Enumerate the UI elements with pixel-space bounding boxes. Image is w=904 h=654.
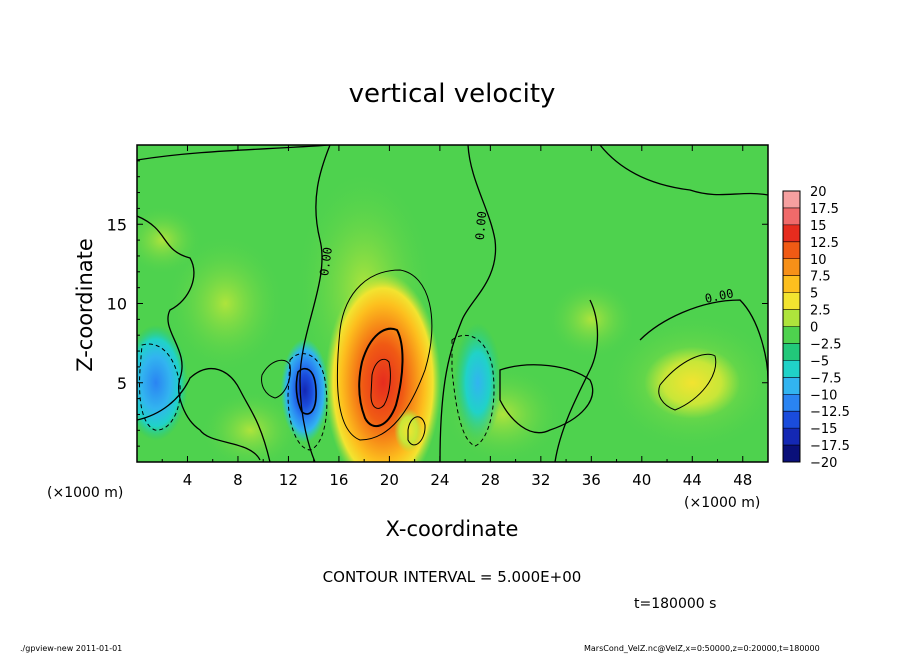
colorbar-label: −7.5 bbox=[810, 371, 842, 386]
contour-positive bbox=[370, 358, 391, 409]
contour-zero bbox=[554, 299, 599, 462]
colorbar-label: 15 bbox=[810, 219, 827, 234]
contour-zero bbox=[299, 145, 331, 462]
colorbar-swatch bbox=[783, 377, 800, 395]
contour-positive bbox=[336, 269, 433, 441]
contour-zero bbox=[499, 364, 594, 434]
y-axis: 5 10 15 bbox=[107, 160, 768, 447]
contour-label: 0.00 bbox=[704, 286, 735, 306]
colorbar-label: 2.5 bbox=[810, 304, 831, 319]
downdraft-region bbox=[137, 324, 188, 441]
colorbar-swatch bbox=[783, 275, 800, 294]
contour-zero bbox=[137, 368, 271, 462]
x-tick-label: 8 bbox=[233, 471, 243, 489]
x-tick-label: 16 bbox=[329, 471, 348, 489]
colorbar-label: −12.5 bbox=[810, 405, 850, 420]
colorbar-label: 10 bbox=[810, 253, 827, 268]
contour-lines: 0.00 0.00 0.00 bbox=[137, 145, 768, 462]
contour-positive bbox=[407, 416, 426, 446]
colorbar-swatch bbox=[783, 191, 800, 209]
x-axis-unit-right: (×1000 m) bbox=[684, 495, 760, 511]
x-tick-label: 32 bbox=[531, 471, 550, 489]
colorbar: 20 17.5 15 12.5 10 7.5 5 2.5 0−2.5 −5 −7.5 −10 −12.5… bbox=[782, 185, 850, 471]
contour-label: 0.00 bbox=[317, 246, 335, 277]
updraft-region bbox=[644, 346, 741, 419]
colorbar-swatch bbox=[783, 428, 800, 446]
contour-interval-text: CONTOUR INTERVAL = 5.000E+00 bbox=[323, 568, 582, 586]
colorbar-swatch bbox=[783, 207, 800, 226]
colorbar-label: 7.5 bbox=[810, 270, 831, 285]
colorbar-swatch bbox=[783, 309, 800, 327]
colorbar-label: −20 bbox=[810, 456, 837, 471]
colorbar-label: 5 bbox=[810, 287, 818, 302]
contour-positive bbox=[658, 353, 717, 411]
colorbar-label: −2.5 bbox=[810, 337, 842, 352]
colorbar-swatch bbox=[783, 292, 800, 311]
x-tick-label: 36 bbox=[582, 471, 601, 489]
y-tick-label: 5 bbox=[117, 374, 127, 393]
colorbar-label: −17.5 bbox=[810, 439, 850, 454]
x-tick-label: 40 bbox=[632, 471, 651, 489]
colorbar-swatch bbox=[783, 360, 800, 378]
y-tick-label: 10 bbox=[107, 295, 127, 314]
colorbar-swatch bbox=[783, 411, 800, 429]
weak-positive-region bbox=[200, 390, 301, 462]
colorbar-swatch bbox=[783, 394, 800, 412]
weak-positive-region bbox=[546, 279, 637, 360]
y-axis-label: Z-coordinate bbox=[73, 238, 97, 372]
x-tick-label: 44 bbox=[683, 471, 702, 489]
x-tick-label: 12 bbox=[279, 471, 298, 489]
x-tick-label: 48 bbox=[733, 471, 752, 489]
weak-positive-region bbox=[137, 205, 203, 276]
colorbar-swatch bbox=[783, 258, 800, 277]
x-tick-label: 24 bbox=[430, 471, 449, 489]
y-tick-label: 15 bbox=[107, 215, 127, 234]
x-tick-label: 4 bbox=[183, 471, 193, 489]
contour-zero bbox=[137, 215, 261, 461]
x-tick-label: 28 bbox=[481, 471, 500, 489]
colorbar-swatch bbox=[783, 241, 800, 260]
colorbar-swatch bbox=[783, 224, 800, 243]
source-info: MarsCond_VelZ.nc@VelZ,x=0:50000,z=0:2000… bbox=[584, 644, 820, 653]
time-label: t=180000 s bbox=[634, 596, 716, 612]
contour-zero bbox=[439, 145, 497, 462]
colorbar-label: −10 bbox=[810, 388, 837, 403]
contour-zero bbox=[137, 145, 768, 196]
chart-title: vertical velocity bbox=[349, 79, 556, 109]
contour-negative bbox=[287, 353, 328, 451]
colorbar-swatch bbox=[783, 326, 800, 344]
heatmap-field bbox=[137, 145, 768, 462]
colorbar-label: 17.5 bbox=[810, 202, 839, 217]
colorbar-label: 0 bbox=[810, 321, 818, 336]
program-info: ./gpview-new 2011-01-01 bbox=[20, 644, 122, 653]
colorbar-label: 20 bbox=[810, 185, 827, 200]
x-tick-label: 20 bbox=[380, 471, 399, 489]
x-axis-unit-left: (×1000 m) bbox=[47, 485, 123, 501]
colorbar-label: −15 bbox=[810, 422, 837, 437]
x-axis: 4 8 12 16 20 24 28 32 36 40 44 48 bbox=[161, 145, 752, 489]
colorbar-label: −5 bbox=[810, 354, 829, 369]
x-axis-label: X-coordinate bbox=[386, 517, 519, 541]
contour-label: 0.00 bbox=[473, 211, 489, 241]
downdraft-region bbox=[280, 338, 329, 443]
contour-positive bbox=[358, 327, 404, 428]
colorbar-swatch bbox=[783, 343, 800, 361]
colorbar-swatch bbox=[783, 445, 800, 463]
weak-positive-region bbox=[165, 233, 286, 374]
contour-positive bbox=[261, 359, 291, 399]
contour-zero bbox=[639, 299, 768, 381]
updraft-region bbox=[325, 272, 442, 462]
colorbar-label: 12.5 bbox=[810, 236, 839, 251]
contour-negative bbox=[295, 367, 317, 415]
contour-negative bbox=[139, 343, 181, 431]
downdraft-region bbox=[453, 322, 502, 443]
